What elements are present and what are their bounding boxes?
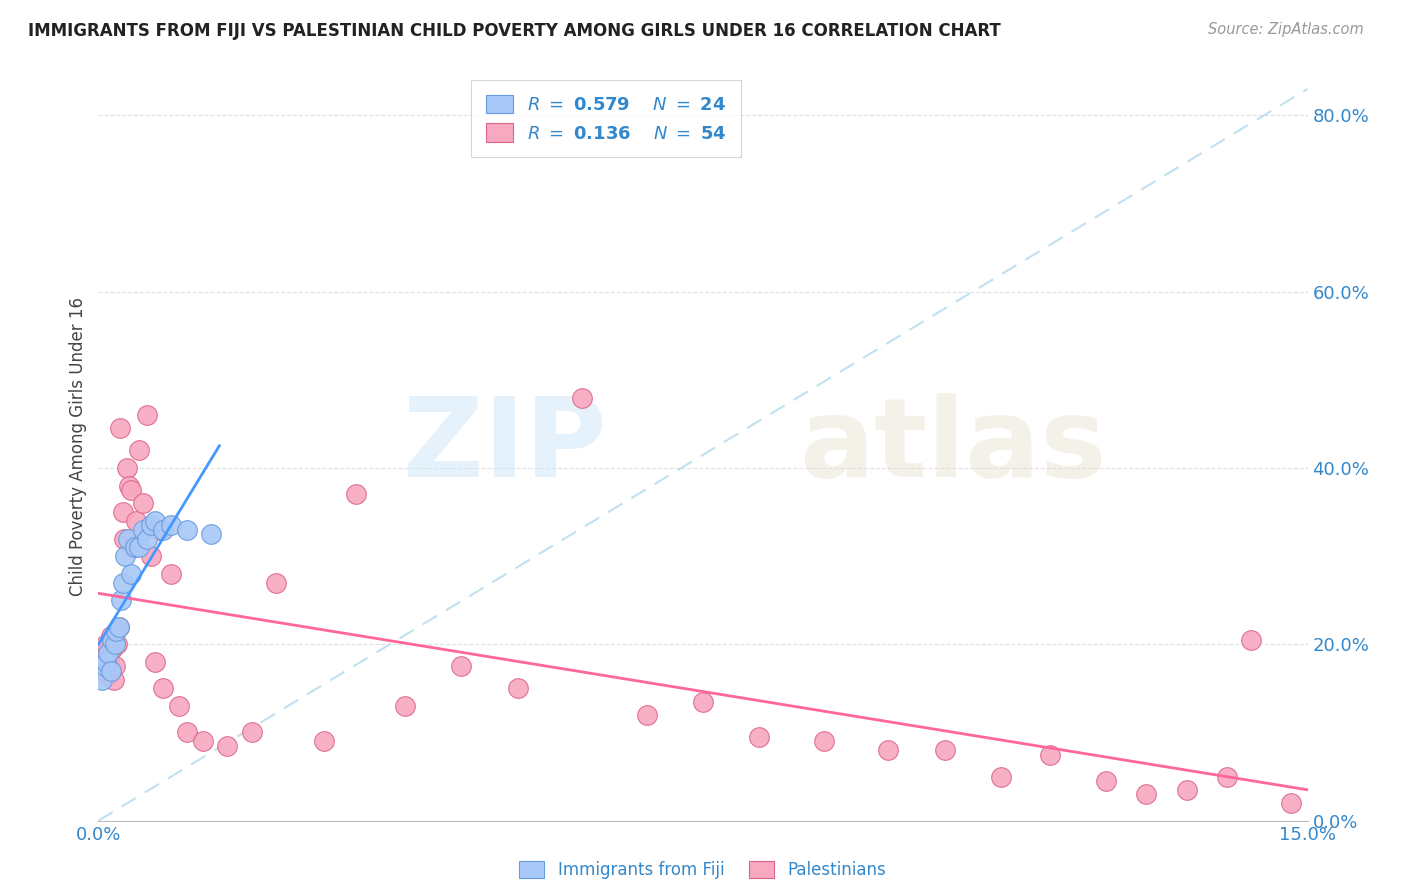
Point xyxy=(101,632,124,647)
Point xyxy=(176,523,198,537)
Point xyxy=(193,734,215,748)
Point xyxy=(128,541,150,555)
Point xyxy=(240,725,263,739)
Point xyxy=(104,659,127,673)
Point xyxy=(152,523,174,537)
Point xyxy=(264,575,287,590)
Point xyxy=(112,532,135,546)
Point xyxy=(122,541,145,555)
Point xyxy=(990,770,1012,784)
Point xyxy=(103,637,125,651)
Y-axis label: Child Poverty Among Girls Under 16: Child Poverty Among Girls Under 16 xyxy=(69,296,87,596)
Point xyxy=(132,523,155,537)
Point xyxy=(100,664,122,678)
Point xyxy=(160,566,183,581)
Point xyxy=(139,518,162,533)
Legend: Immigrants from Fiji, Palestinians: Immigrants from Fiji, Palestinians xyxy=(512,853,894,888)
Point xyxy=(108,421,131,435)
Point xyxy=(692,695,714,709)
Text: atlas: atlas xyxy=(800,392,1107,500)
Point xyxy=(200,527,222,541)
Point xyxy=(571,391,593,405)
Point xyxy=(117,532,139,546)
Point xyxy=(506,681,529,696)
Point xyxy=(167,699,190,714)
Point xyxy=(135,532,157,546)
Point xyxy=(813,734,835,748)
Point xyxy=(120,483,142,497)
Point xyxy=(105,624,128,639)
Point xyxy=(114,549,136,564)
Point xyxy=(152,681,174,696)
Point xyxy=(124,541,146,555)
Point xyxy=(143,655,166,669)
Point xyxy=(111,575,134,590)
Point xyxy=(314,734,336,748)
Point xyxy=(139,549,162,564)
Point xyxy=(934,743,956,757)
Point xyxy=(124,514,146,528)
Point xyxy=(110,593,132,607)
Point xyxy=(1135,787,1157,801)
Point xyxy=(103,673,125,687)
Point xyxy=(91,673,114,687)
Point xyxy=(93,650,115,665)
Point xyxy=(96,637,118,651)
Point xyxy=(135,408,157,422)
Point xyxy=(748,730,770,744)
Point xyxy=(394,699,416,714)
Point xyxy=(128,443,150,458)
Point xyxy=(217,739,239,753)
Point xyxy=(143,514,166,528)
Point xyxy=(91,646,114,660)
Point xyxy=(96,655,118,669)
Point xyxy=(118,478,141,492)
Point xyxy=(1216,770,1239,784)
Point xyxy=(1240,632,1263,647)
Text: ZIP: ZIP xyxy=(404,392,606,500)
Point xyxy=(1281,796,1303,810)
Point xyxy=(450,659,472,673)
Point xyxy=(100,628,122,642)
Point xyxy=(97,655,120,669)
Point xyxy=(94,659,117,673)
Point xyxy=(1095,774,1118,789)
Text: Source: ZipAtlas.com: Source: ZipAtlas.com xyxy=(1208,22,1364,37)
Point xyxy=(636,707,658,722)
Text: IMMIGRANTS FROM FIJI VS PALESTINIAN CHILD POVERTY AMONG GIRLS UNDER 16 CORRELATI: IMMIGRANTS FROM FIJI VS PALESTINIAN CHIL… xyxy=(28,22,1001,40)
Point xyxy=(344,487,367,501)
Point xyxy=(132,496,155,510)
Point xyxy=(148,523,170,537)
Point xyxy=(105,637,128,651)
Point xyxy=(111,505,134,519)
Point xyxy=(115,461,138,475)
Point xyxy=(877,743,900,757)
Point xyxy=(160,518,183,533)
Point xyxy=(1039,747,1062,762)
Point xyxy=(120,566,142,581)
Point xyxy=(107,620,129,634)
Point xyxy=(107,620,129,634)
Point xyxy=(97,668,120,682)
Point xyxy=(1175,782,1198,797)
Point xyxy=(176,725,198,739)
Point xyxy=(94,664,117,678)
Point xyxy=(101,641,124,656)
Point xyxy=(97,646,120,660)
